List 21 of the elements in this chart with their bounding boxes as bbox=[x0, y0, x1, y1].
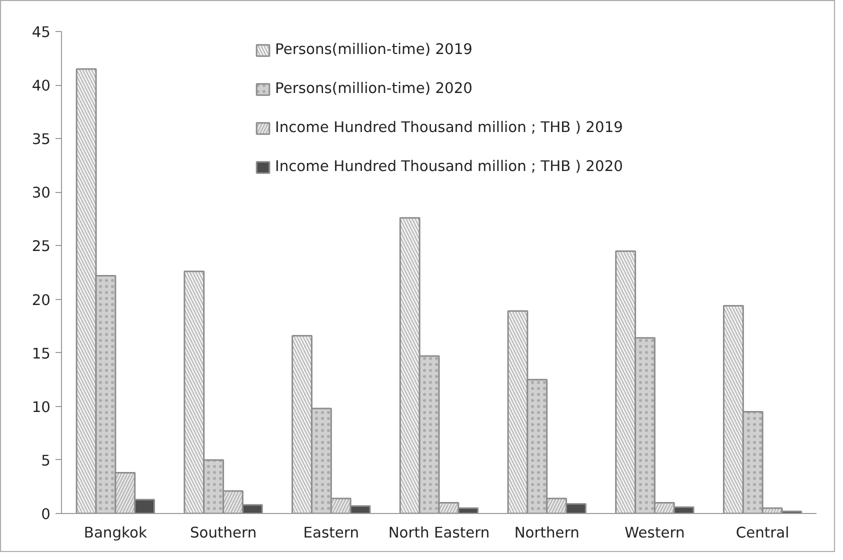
x-tick-label: Southern bbox=[190, 524, 257, 542]
y-tick-label: 10 bbox=[32, 398, 51, 416]
y-tick-label: 20 bbox=[32, 292, 51, 309]
x-tick-label: Eastern bbox=[303, 524, 359, 542]
y-tick-label: 0 bbox=[41, 506, 51, 523]
y-tick-label: 45 bbox=[32, 24, 51, 41]
x-tick-label: Central bbox=[736, 524, 790, 542]
x-tick-label: North Eastern bbox=[388, 524, 490, 542]
y-tick-label: 40 bbox=[32, 78, 51, 95]
y-tick-label: 5 bbox=[41, 452, 51, 470]
x-tick-label: Western bbox=[624, 524, 685, 542]
legend-label: Persons(million-time) 2019 bbox=[275, 41, 473, 58]
y-tick-label: 35 bbox=[32, 131, 51, 148]
legend-label: Income Hundred Thousand million ; THB ) 2019 bbox=[275, 119, 623, 136]
x-tick-label: Bangkok bbox=[84, 524, 148, 542]
x-tick-label: Northern bbox=[514, 524, 580, 542]
legend-label: Income Hundred Thousand million ; THB ) 2020 bbox=[275, 158, 623, 175]
y-tick-label: 25 bbox=[32, 238, 51, 256]
y-tick-label: 30 bbox=[32, 184, 51, 202]
legend-label: Persons(million-time) 2020 bbox=[275, 80, 473, 97]
y-tick-label: 15 bbox=[32, 345, 51, 362]
